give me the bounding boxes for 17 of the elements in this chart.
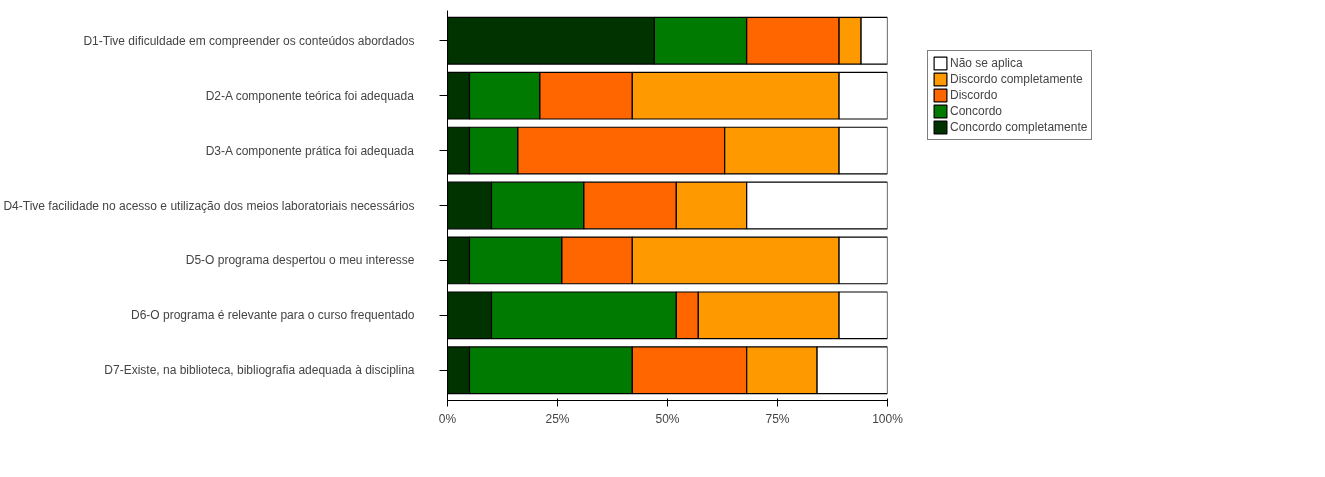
legend-label: Concordo completamente <box>950 120 1088 134</box>
x-tick-label: 25% <box>545 411 570 426</box>
y-tick-label: D1-Tive dificuldade em compreender os conteúdos abordados <box>83 33 415 48</box>
x-tick-label: 50% <box>655 411 680 426</box>
y-tick-label: D3-A componente prática foi adequada <box>205 143 415 158</box>
legend-label: Discordo completamente <box>950 72 1083 86</box>
x-tick-label: 100% <box>872 411 904 426</box>
y-tick-label: D5-O programa despertou o meu interesse <box>185 253 415 268</box>
y-tick-label: D4-Tive facilidade no acesso e utilização dos meios laboratoriais necessários <box>3 198 415 213</box>
y-tick-label: D2-A componente teórica foi adequada <box>205 88 415 103</box>
legend-label: Concordo <box>950 104 1003 118</box>
x-tick-label: 75% <box>765 411 790 426</box>
y-tick-label: D7-Existe, na biblioteca, bibliografia adequada à disciplina <box>104 363 415 378</box>
y-tick-label: D6-O programa é relevante para o curso frequentado <box>131 308 415 323</box>
legend-label: Discordo <box>950 88 998 102</box>
x-tick-label: 0% <box>438 411 457 426</box>
legend-label: Não se aplica <box>950 56 1023 70</box>
